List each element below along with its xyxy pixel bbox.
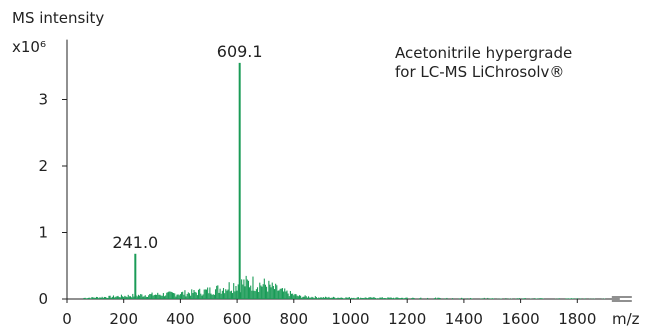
y-tick-label: 3 [38,91,48,109]
x-tick-label: 1200 [388,310,426,328]
x-axis-title: m/z [612,310,640,328]
y-tick-label: 0 [38,290,48,308]
x-tick-label: 1400 [445,310,483,328]
y-axis-multiplier: x10⁶ [12,38,46,56]
y-axis-title: MS intensity [12,9,104,27]
x-tick-label: 1000 [331,310,369,328]
x-tick-label: 1600 [502,310,540,328]
x-tick-label: 0 [62,310,72,328]
y-tick-label: 1 [38,224,48,242]
x-tick-label: 800 [279,310,308,328]
peak-label: 609.1 [217,42,263,61]
x-tick-label: 200 [109,310,138,328]
x-tick-label: 400 [166,310,195,328]
x-tick-label: 1800 [558,310,596,328]
annotation-line-1: Acetonitrile hypergrade [395,44,572,62]
plot-area: 0 200 400 600 800 1000 1200 1400 1600 1800 0 1 2 3 609… [38,39,632,328]
x-tick-label: 600 [223,310,252,328]
annotation-line-2: for LC-MS LiChrosolv® [395,63,564,81]
y-tick-label: 2 [38,157,48,175]
peak-label: 241.0 [112,233,158,252]
